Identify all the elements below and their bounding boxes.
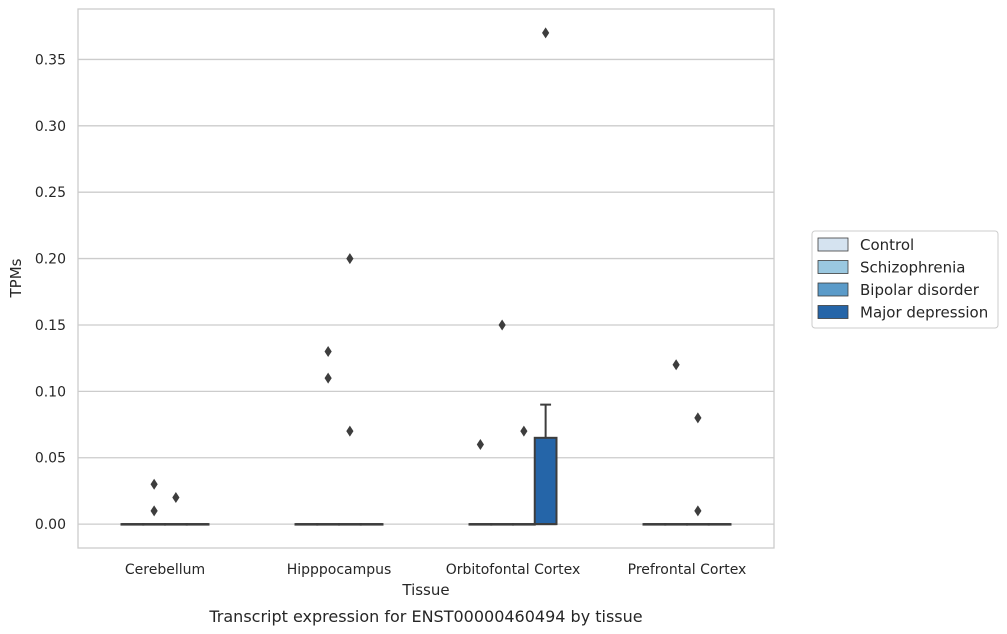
legend-label: Major depression [860, 304, 988, 322]
y-tick-label: 0.20 [35, 252, 66, 268]
legend: Control Schizophrenia Bipolar disorder Majo… [811, 230, 999, 329]
box-group [359, 523, 384, 526]
box-group [707, 523, 732, 526]
box [533, 436, 558, 526]
outlier-point [150, 505, 158, 517]
legend-swatch [817, 237, 849, 252]
outlier-point [694, 505, 702, 517]
box-group [490, 319, 514, 526]
y-gridlines [78, 58, 774, 525]
box-group [185, 523, 210, 526]
x-tick-label: Prefrontal Cortex [628, 562, 747, 578]
legend-swatch [817, 260, 849, 274]
chart-caption: Transcript expression for ENST0000046049… [208, 607, 642, 626]
boxes [120, 27, 732, 526]
legend-swatch [817, 305, 849, 319]
box-group [338, 253, 362, 526]
box-group [533, 27, 558, 526]
legend-label: Bipolar disorder [860, 281, 980, 299]
outlier-point [672, 359, 680, 371]
y-tick-label: 0.15 [35, 318, 66, 334]
outlier-point [476, 438, 484, 450]
box-group [294, 523, 319, 526]
box-group [468, 438, 493, 526]
outlier-point [520, 425, 528, 437]
x-axis-title: Tissue [401, 581, 449, 599]
y-tick-label: 0.10 [35, 384, 66, 400]
y-tick-label: 0.35 [35, 52, 66, 68]
legend-label: Control [860, 236, 914, 254]
outlier-point [324, 346, 332, 358]
plot-area [77, 8, 775, 549]
box-group [642, 523, 667, 526]
outlier-point [346, 425, 354, 437]
x-tick-label: Hipppocampus [287, 562, 392, 578]
y-tick-label: 0.25 [35, 185, 66, 201]
y-axis-title: TPMs [7, 258, 25, 298]
y-tick-labels: 0.00 0.05 0.10 0.15 0.20 0.25 0.30 0.35 [35, 52, 66, 533]
x-tick-label: Cerebellum [125, 562, 205, 578]
outlier-point [694, 412, 702, 424]
x-tick-labels: Cerebellum Hipppocampus Orbitofontal Corte… [125, 562, 746, 578]
outlier-point [172, 492, 180, 504]
outlier-point [542, 27, 550, 39]
legend-frame [811, 230, 999, 329]
y-tick-label: 0.30 [35, 119, 66, 135]
outlier-point [324, 372, 332, 384]
x-tick-label: Orbitofontal Cortex [446, 562, 581, 578]
box-group [142, 478, 166, 526]
legend-swatch [817, 282, 849, 297]
box-group [120, 523, 145, 526]
legend-label: Schizophrenia [860, 259, 965, 277]
y-tick-label: 0.00 [35, 517, 66, 533]
outlier-point [346, 253, 354, 265]
y-tick-label: 0.05 [35, 451, 66, 467]
outlier-point [498, 319, 506, 331]
outlier-point [150, 478, 158, 490]
